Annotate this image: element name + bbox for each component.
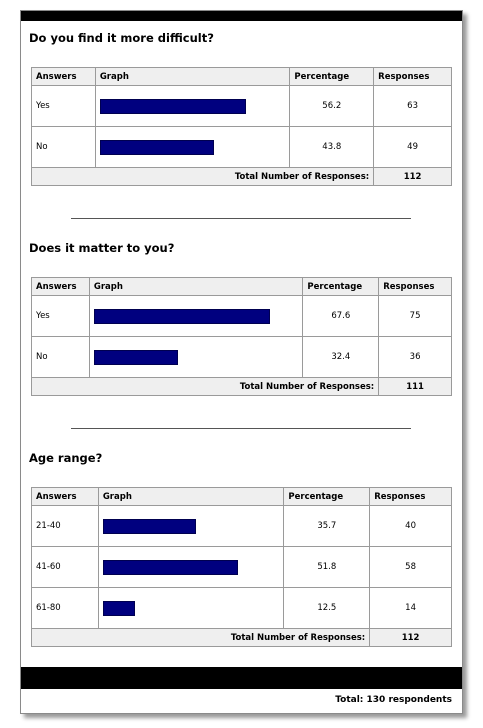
- percentage-bar: [102, 600, 136, 616]
- col-header-graph: Graph: [97, 487, 285, 506]
- col-header-answers: Answers: [31, 277, 90, 296]
- answer-label: No: [31, 126, 96, 168]
- percentage-bar: [99, 139, 214, 155]
- percentage-bar: [102, 559, 238, 575]
- total-value: 112: [373, 167, 452, 186]
- col-header-answers: Answers: [31, 67, 96, 86]
- graph-cell: [88, 295, 304, 337]
- col-header-responses: Responses: [373, 67, 452, 86]
- question-title: Does it matter to you?: [29, 241, 175, 255]
- responses-value: 40: [369, 505, 452, 547]
- percentage-value: 51.8: [283, 546, 371, 588]
- answer-label: Yes: [31, 85, 96, 127]
- responses-value: 58: [369, 546, 452, 588]
- col-header-graph: Graph: [88, 277, 304, 296]
- table-header-row: Answers Graph Percentage Responses: [31, 67, 452, 86]
- total-label: Total Number of Responses:: [30, 167, 375, 186]
- percentage-value: 56.2: [289, 85, 375, 127]
- percentage-bar: [93, 349, 179, 365]
- responses-value: 14: [369, 587, 452, 629]
- total-row: Total Number of Responses: 112: [30, 167, 452, 186]
- col-header-percentage: Percentage: [289, 67, 375, 86]
- answer-label: 41-60: [31, 546, 99, 588]
- total-label: Total Number of Responses:: [30, 377, 380, 396]
- graph-cell: [94, 126, 291, 168]
- table-row: 41-60 51.8 58: [31, 546, 452, 588]
- table-header-row: Answers Graph Percentage Responses: [31, 487, 452, 506]
- percentage-value: 43.8: [289, 126, 375, 168]
- section-divider: [71, 218, 411, 219]
- percentage-value: 67.6: [302, 295, 380, 337]
- results-table: Answers Graph Percentage Responses 21-40…: [30, 487, 452, 647]
- col-header-responses: Responses: [378, 277, 452, 296]
- responses-value: 75: [378, 295, 452, 337]
- percentage-bar: [99, 98, 246, 114]
- total-respondents: Total: 130 respondents: [335, 695, 452, 705]
- percentage-bar: [102, 518, 196, 534]
- graph-cell: [88, 336, 304, 378]
- percentage-bar: [93, 308, 270, 324]
- graph-cell: [97, 587, 285, 629]
- total-row: Total Number of Responses: 111: [30, 377, 452, 396]
- col-header-responses: Responses: [369, 487, 452, 506]
- responses-value: 63: [373, 85, 452, 127]
- col-header-graph: Graph: [94, 67, 291, 86]
- question-title: Do you find it more difficult?: [29, 31, 214, 45]
- col-header-percentage: Percentage: [302, 277, 380, 296]
- section-divider: [71, 428, 411, 429]
- table-row: Yes 56.2 63: [31, 85, 452, 127]
- col-header-answers: Answers: [31, 487, 99, 506]
- question-title: Age range?: [29, 451, 103, 465]
- results-table: Answers Graph Percentage Responses Yes 5…: [30, 67, 452, 186]
- survey-results-panel: Do you find it more difficult? Answers G…: [20, 10, 463, 714]
- answer-label: No: [31, 336, 90, 378]
- total-value: 111: [378, 377, 452, 396]
- total-label: Total Number of Responses:: [30, 628, 371, 647]
- responses-value: 36: [378, 336, 452, 378]
- table-header-row: Answers Graph Percentage Responses: [31, 277, 452, 296]
- total-value: 112: [369, 628, 452, 647]
- graph-cell: [97, 505, 285, 547]
- table-row: No 43.8 49: [31, 126, 452, 168]
- top-black-bar: [21, 11, 462, 21]
- percentage-value: 12.5: [283, 587, 371, 629]
- table-row: No 32.4 36: [31, 336, 452, 378]
- graph-cell: [97, 546, 285, 588]
- answer-label: Yes: [31, 295, 90, 337]
- responses-value: 49: [373, 126, 452, 168]
- results-table: Answers Graph Percentage Responses Yes 6…: [30, 277, 452, 396]
- col-header-percentage: Percentage: [283, 487, 371, 506]
- percentage-value: 32.4: [302, 336, 380, 378]
- answer-label: 61-80: [31, 587, 99, 629]
- graph-cell: [94, 85, 291, 127]
- bottom-black-bar: [21, 667, 462, 689]
- total-row: Total Number of Responses: 112: [30, 628, 452, 647]
- percentage-value: 35.7: [283, 505, 371, 547]
- table-row: 21-40 35.7 40: [31, 505, 452, 547]
- table-row: 61-80 12.5 14: [31, 587, 452, 629]
- table-row: Yes 67.6 75: [31, 295, 452, 337]
- answer-label: 21-40: [31, 505, 99, 547]
